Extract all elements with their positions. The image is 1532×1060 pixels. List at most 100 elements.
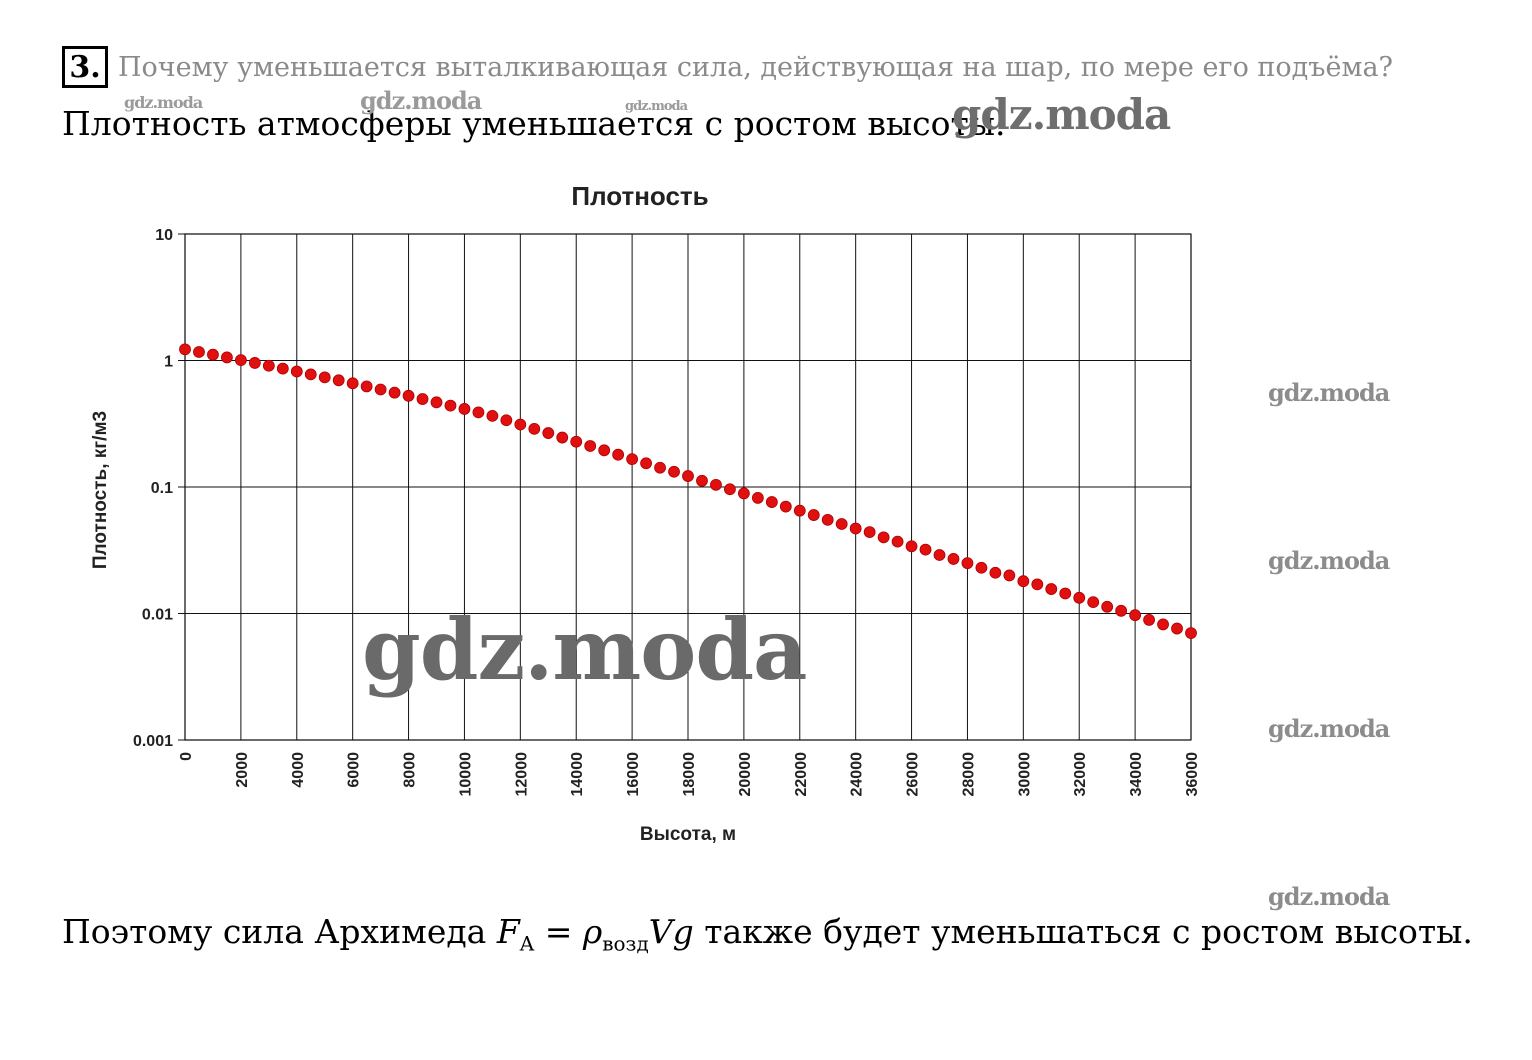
answer-line-1: Плотность атмосферы уменьшается с ростом… xyxy=(62,104,1006,143)
data-point xyxy=(696,474,708,487)
data-point xyxy=(710,478,722,491)
x-tick-label: 24000 xyxy=(849,752,866,797)
data-point xyxy=(724,483,736,496)
x-tick-label: 6000 xyxy=(346,752,363,788)
watermark: gdz.moda xyxy=(360,86,482,115)
data-point xyxy=(961,557,974,570)
data-point xyxy=(1171,622,1183,635)
formula-eq: = xyxy=(534,912,583,951)
data-point xyxy=(821,513,834,526)
data-point xyxy=(500,414,513,427)
x-tick-label: 32000 xyxy=(1072,752,1089,797)
x-tick-label: 0 xyxy=(178,752,195,761)
data-point xyxy=(416,393,429,405)
watermark: gdz.moda xyxy=(952,90,1171,139)
data-point xyxy=(1087,596,1100,609)
formula-rho-sub: возд xyxy=(602,931,649,956)
y-tick-label: 0.001 xyxy=(133,733,173,750)
data-point xyxy=(1157,618,1169,631)
y-tick-label: 0.01 xyxy=(142,607,173,624)
x-tick-label: 22000 xyxy=(793,752,810,797)
answer-line-2-prefix: Поэтому сила Архимеда xyxy=(62,912,497,951)
data-point xyxy=(598,444,611,457)
watermark: gdz.moda xyxy=(362,600,807,699)
data-point xyxy=(1115,604,1128,617)
data-point xyxy=(905,540,918,553)
data-point xyxy=(891,535,904,548)
answer-line-2-suffix: также будет уменьшаться с ростом высоты. xyxy=(693,912,1473,951)
data-point xyxy=(668,465,680,478)
data-point xyxy=(318,371,331,384)
formula-rho: ρ xyxy=(582,912,603,951)
data-point xyxy=(290,365,303,378)
data-point xyxy=(402,389,415,402)
data-point xyxy=(779,500,792,513)
data-point xyxy=(612,448,625,461)
x-tick-label: 14000 xyxy=(569,752,586,797)
x-tick-label: 28000 xyxy=(960,752,977,797)
data-point xyxy=(765,496,778,508)
density-chart: 10 1 0.1 0.01 0.001 0 2000 4000 6000 8000 10000 12… xyxy=(90,181,1201,845)
data-point xyxy=(654,461,666,474)
x-tick-label: 34000 xyxy=(1128,752,1145,797)
data-point xyxy=(1129,609,1142,622)
y-tick-label: 10 xyxy=(155,227,173,244)
data-point xyxy=(234,354,247,367)
data-point xyxy=(248,357,261,369)
data-point xyxy=(360,380,373,393)
data-point xyxy=(751,492,764,504)
task-header: 3. Почему уменьшается выталкивающая сила… xyxy=(62,46,1393,88)
data-point xyxy=(221,351,233,364)
x-tick-label: 2000 xyxy=(234,752,251,788)
x-tick-label: 36000 xyxy=(1184,752,1201,797)
data-point xyxy=(835,518,848,530)
watermark: gdz.moda xyxy=(1268,714,1390,743)
data-point xyxy=(304,368,317,381)
x-tick-label: 20000 xyxy=(737,752,754,797)
y-tick-label: 1 xyxy=(164,354,173,371)
data-point xyxy=(179,343,191,356)
data-point xyxy=(444,399,457,412)
data-point xyxy=(276,362,289,375)
data-point xyxy=(933,549,946,561)
watermark: gdz.moda xyxy=(1268,546,1390,575)
data-point xyxy=(346,377,359,390)
y-axis-label: Плотность, кг/м3 xyxy=(90,411,111,569)
watermark: gdz.moda xyxy=(625,99,688,114)
data-point xyxy=(947,553,960,565)
watermark: gdz.moda xyxy=(124,93,203,112)
data-point xyxy=(374,383,387,396)
data-point xyxy=(486,409,499,422)
data-point xyxy=(640,457,652,470)
data-point xyxy=(430,396,443,409)
y-tick-label: 0.1 xyxy=(151,480,173,497)
data-point xyxy=(193,346,205,358)
data-point xyxy=(1031,578,1044,591)
data-point xyxy=(1017,575,1030,588)
formula-force: FA = ρвоздVg xyxy=(497,912,694,956)
data-point xyxy=(1059,587,1072,600)
data-point xyxy=(682,470,694,482)
chart-title: Плотность xyxy=(571,181,708,211)
x-tick-label: 8000 xyxy=(402,752,419,788)
data-point xyxy=(584,440,597,452)
x-tick-label: 16000 xyxy=(625,752,642,797)
data-point xyxy=(849,522,862,535)
data-point xyxy=(807,509,820,521)
data-point xyxy=(332,374,345,387)
data-point xyxy=(528,422,541,435)
x-tick-label: 30000 xyxy=(1016,752,1033,797)
x-tick-labels: 0 2000 4000 6000 8000 10000 12000 14000 16000 180… xyxy=(178,752,1201,797)
y-tick-labels: 10 1 0.1 0.01 0.001 xyxy=(133,227,173,750)
x-tick-label: 10000 xyxy=(457,752,474,797)
watermark: gdz.moda xyxy=(1268,882,1390,911)
data-point xyxy=(1073,591,1086,604)
data-point xyxy=(542,427,555,439)
data-point xyxy=(975,561,988,574)
data-point xyxy=(1143,614,1155,626)
watermark: gdz.moda xyxy=(1268,378,1390,407)
data-point xyxy=(877,531,890,544)
data-point xyxy=(919,543,932,556)
data-point xyxy=(989,566,1002,579)
x-axis-label: Высота, м xyxy=(640,824,736,845)
